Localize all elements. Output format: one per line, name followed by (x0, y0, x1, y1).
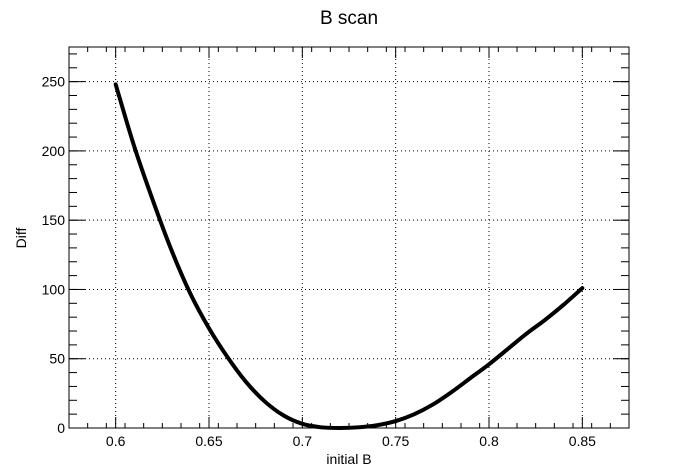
x-tick-label: 0.8 (479, 433, 499, 449)
grid (69, 47, 629, 428)
x-tick-label: 0.75 (382, 433, 409, 449)
y-tick-label: 200 (42, 143, 66, 159)
y-tick-label: 50 (49, 351, 65, 367)
x-tick-label: 0.65 (195, 433, 222, 449)
x-tick-label: 0.85 (569, 433, 596, 449)
axis-ticks (68, 47, 630, 429)
y-tick-label: 150 (42, 212, 66, 228)
y-tick-label: 250 (42, 74, 66, 90)
y-tick-label: 100 (42, 281, 66, 297)
x-tick-label: 0.6 (106, 433, 126, 449)
x-axis-title: initial B (326, 451, 371, 467)
y-axis-title: Diff (13, 228, 29, 249)
tick-labels: 0.6 0.65 0.7 0.75 0.8 0.85 0 50 100 150 200 250 (42, 74, 597, 449)
chart-title: B scan (320, 8, 378, 29)
x-tick-label: 0.7 (293, 433, 313, 449)
y-tick-label: 0 (57, 420, 65, 436)
